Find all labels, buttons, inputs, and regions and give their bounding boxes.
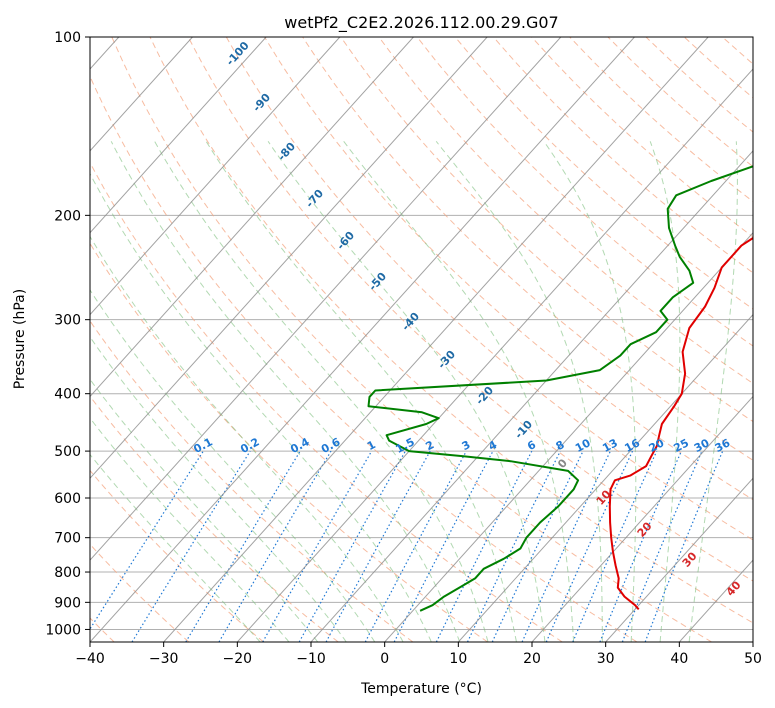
dry-adiabat — [90, 161, 563, 642]
moist-adiabat — [154, 141, 489, 642]
x-tick-label: −40 — [75, 651, 105, 667]
dry-adiabat — [416, 37, 753, 347]
x-tick-label: 10 — [449, 651, 467, 667]
y-tick-label: 1000 — [45, 622, 81, 638]
moist-adiabat — [688, 141, 738, 642]
y-tick-label: 900 — [54, 595, 81, 611]
moist-adiabat — [90, 336, 347, 642]
temperature-profile-line — [608, 236, 753, 611]
y-tick-label: 500 — [54, 444, 81, 460]
isotherm — [163, 37, 709, 642]
isotherm — [236, 68, 753, 642]
mixing-ratio-label: 10 — [573, 436, 593, 455]
dry-adiabat — [454, 37, 753, 310]
isotherm — [605, 477, 753, 642]
y-tick-label: 600 — [54, 491, 81, 507]
mixing-ratio-label: 20 — [647, 436, 667, 455]
mixing-ratio-line — [325, 450, 431, 642]
x-tick-label: 50 — [744, 651, 762, 667]
mixing-ratio-line — [644, 450, 724, 642]
dry-adiabat — [90, 395, 339, 642]
isotherm — [457, 313, 753, 642]
moist-adiabat — [649, 141, 681, 642]
y-tick-label: 300 — [54, 313, 81, 329]
isotherm — [531, 395, 753, 642]
isotherm — [90, 37, 267, 234]
x-tick-label: 20 — [523, 651, 541, 667]
moist-adiabat — [90, 235, 404, 642]
y-axis-ticks: 100 200 300 400 500 600 700 800 900 1000 — [45, 30, 90, 638]
mixing-ratio-line — [599, 450, 682, 642]
isotherm — [384, 231, 753, 642]
y-tick-label: 700 — [54, 531, 81, 547]
x-tick-label: −30 — [149, 651, 179, 667]
isotherm — [90, 37, 635, 642]
moist-adiabat — [90, 172, 432, 642]
mixing-ratio-line — [621, 450, 703, 642]
isotherm — [90, 37, 193, 152]
mixing-ratio-label: 36 — [713, 436, 733, 455]
mixing-ratio-line — [298, 450, 406, 642]
moist-adiabat — [267, 141, 546, 642]
isotherm — [90, 37, 562, 561]
x-tick-label: −10 — [296, 651, 326, 667]
y-tick-label: 800 — [54, 565, 81, 581]
chart-title: wetPf2_C2E2.2026.112.00.29.G07 — [284, 13, 558, 33]
isotherm — [310, 150, 753, 642]
x-tick-label: 40 — [670, 651, 688, 667]
mixing-ratio-line — [545, 450, 634, 642]
profile-series — [367, 165, 753, 612]
x-tick-label: 30 — [597, 651, 615, 667]
plot-area: -100-90-80-70-60-50-40-30-20-10010203040… — [89, 36, 754, 643]
y-tick-label: 400 — [54, 387, 81, 403]
isotherm — [90, 37, 414, 398]
moist-adiabat — [435, 140, 603, 642]
y-axis-label: Pressure (hPa) — [12, 289, 28, 389]
moist-adiabat — [205, 141, 517, 642]
x-axis-label: Temperature (°C) — [360, 681, 482, 697]
mixing-ratio-line — [435, 450, 533, 642]
dewpoint-profile-line — [367, 165, 753, 612]
dry-adiabat — [149, 37, 753, 624]
mixing-ratio-label: 30 — [692, 436, 712, 455]
moist-adiabat — [110, 141, 461, 642]
x-tick-label: −20 — [223, 651, 253, 667]
mixing-ratio-label: 25 — [671, 436, 691, 455]
y-tick-label: 100 — [54, 30, 81, 46]
x-tick-label: 0 — [380, 651, 389, 667]
isotherm — [90, 37, 488, 480]
mixing-ratio-line — [572, 450, 658, 642]
y-tick-label: 200 — [54, 208, 81, 224]
mixing-ratio-line — [364, 450, 467, 642]
mixing-ratio-line — [90, 450, 204, 631]
dry-adiabat — [90, 242, 488, 642]
plot-frame — [89, 36, 754, 643]
isotherms — [90, 37, 753, 642]
moist-adiabat — [90, 417, 290, 642]
moist-adiabat — [343, 140, 575, 642]
x-axis-ticks: −40 −30 −20 −10 0 10 20 30 40 50 — [75, 642, 762, 667]
isotherm — [90, 37, 341, 316]
mixing-ratio-label: 13 — [600, 436, 620, 455]
dry-adiabat — [90, 543, 190, 642]
moist-adiabat — [90, 378, 319, 642]
dry-adiabat — [90, 469, 264, 642]
pressure-gridlines — [90, 36, 753, 630]
mixing-ratio-label: 16 — [622, 436, 642, 455]
